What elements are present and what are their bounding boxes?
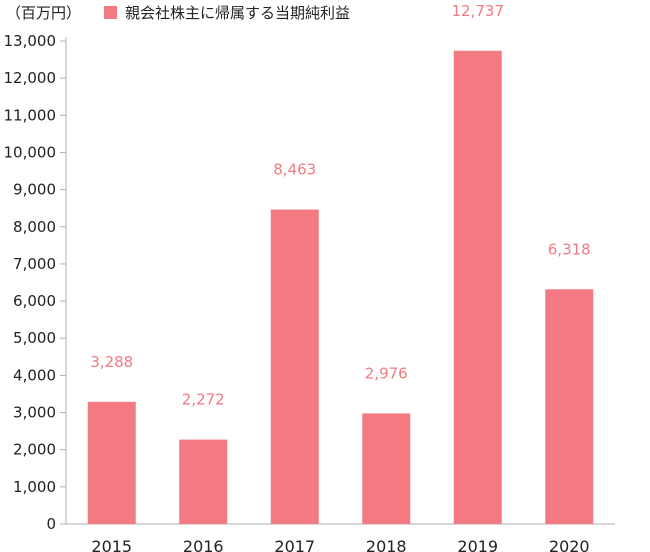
- legend-swatch: [104, 6, 117, 19]
- x-tick-label: 2020: [549, 537, 590, 552]
- y-tick-label: 5,000: [13, 329, 56, 347]
- x-tick-label: 2015: [91, 537, 132, 552]
- data-label: 6,318: [548, 240, 591, 258]
- bar: [362, 413, 411, 524]
- bar: [179, 439, 228, 524]
- data-label: 8,463: [273, 161, 316, 179]
- bar: [453, 50, 502, 525]
- data-label: 2,272: [182, 391, 225, 409]
- x-tick-label: 2016: [183, 537, 224, 552]
- y-tick-label: 2,000: [13, 441, 56, 459]
- y-tick-label: 0: [46, 515, 56, 533]
- y-tick-label: 6,000: [13, 292, 56, 310]
- legend-label: 親会社株主に帰属する当期純利益: [125, 4, 351, 22]
- y-tick-label: 11,000: [4, 106, 57, 124]
- y-tick-label: 10,000: [4, 143, 57, 161]
- bar: [270, 209, 319, 524]
- y-tick-label: 8,000: [13, 218, 56, 236]
- y-tick-label: 9,000: [13, 181, 56, 199]
- x-tick-label: 2017: [274, 537, 315, 552]
- data-label: 3,288: [90, 353, 133, 371]
- x-tick-label: 2019: [457, 537, 498, 552]
- y-tick-label: 3,000: [13, 404, 56, 422]
- data-label: 2,976: [365, 364, 408, 382]
- data-label: 12,737: [452, 2, 505, 20]
- y-tick-label: 1,000: [13, 478, 56, 496]
- bar: [87, 401, 136, 524]
- y-axis-unit-label: （百万円）: [6, 4, 82, 22]
- y-tick-label: 12,000: [4, 69, 57, 87]
- y-tick-label: 4,000: [13, 366, 56, 384]
- x-tick-label: 2018: [366, 537, 407, 552]
- bar: [545, 289, 594, 524]
- legend: 親会社株主に帰属する当期純利益: [104, 2, 350, 23]
- y-tick-label: 7,000: [13, 255, 56, 273]
- y-tick-label: 13,000: [4, 32, 57, 50]
